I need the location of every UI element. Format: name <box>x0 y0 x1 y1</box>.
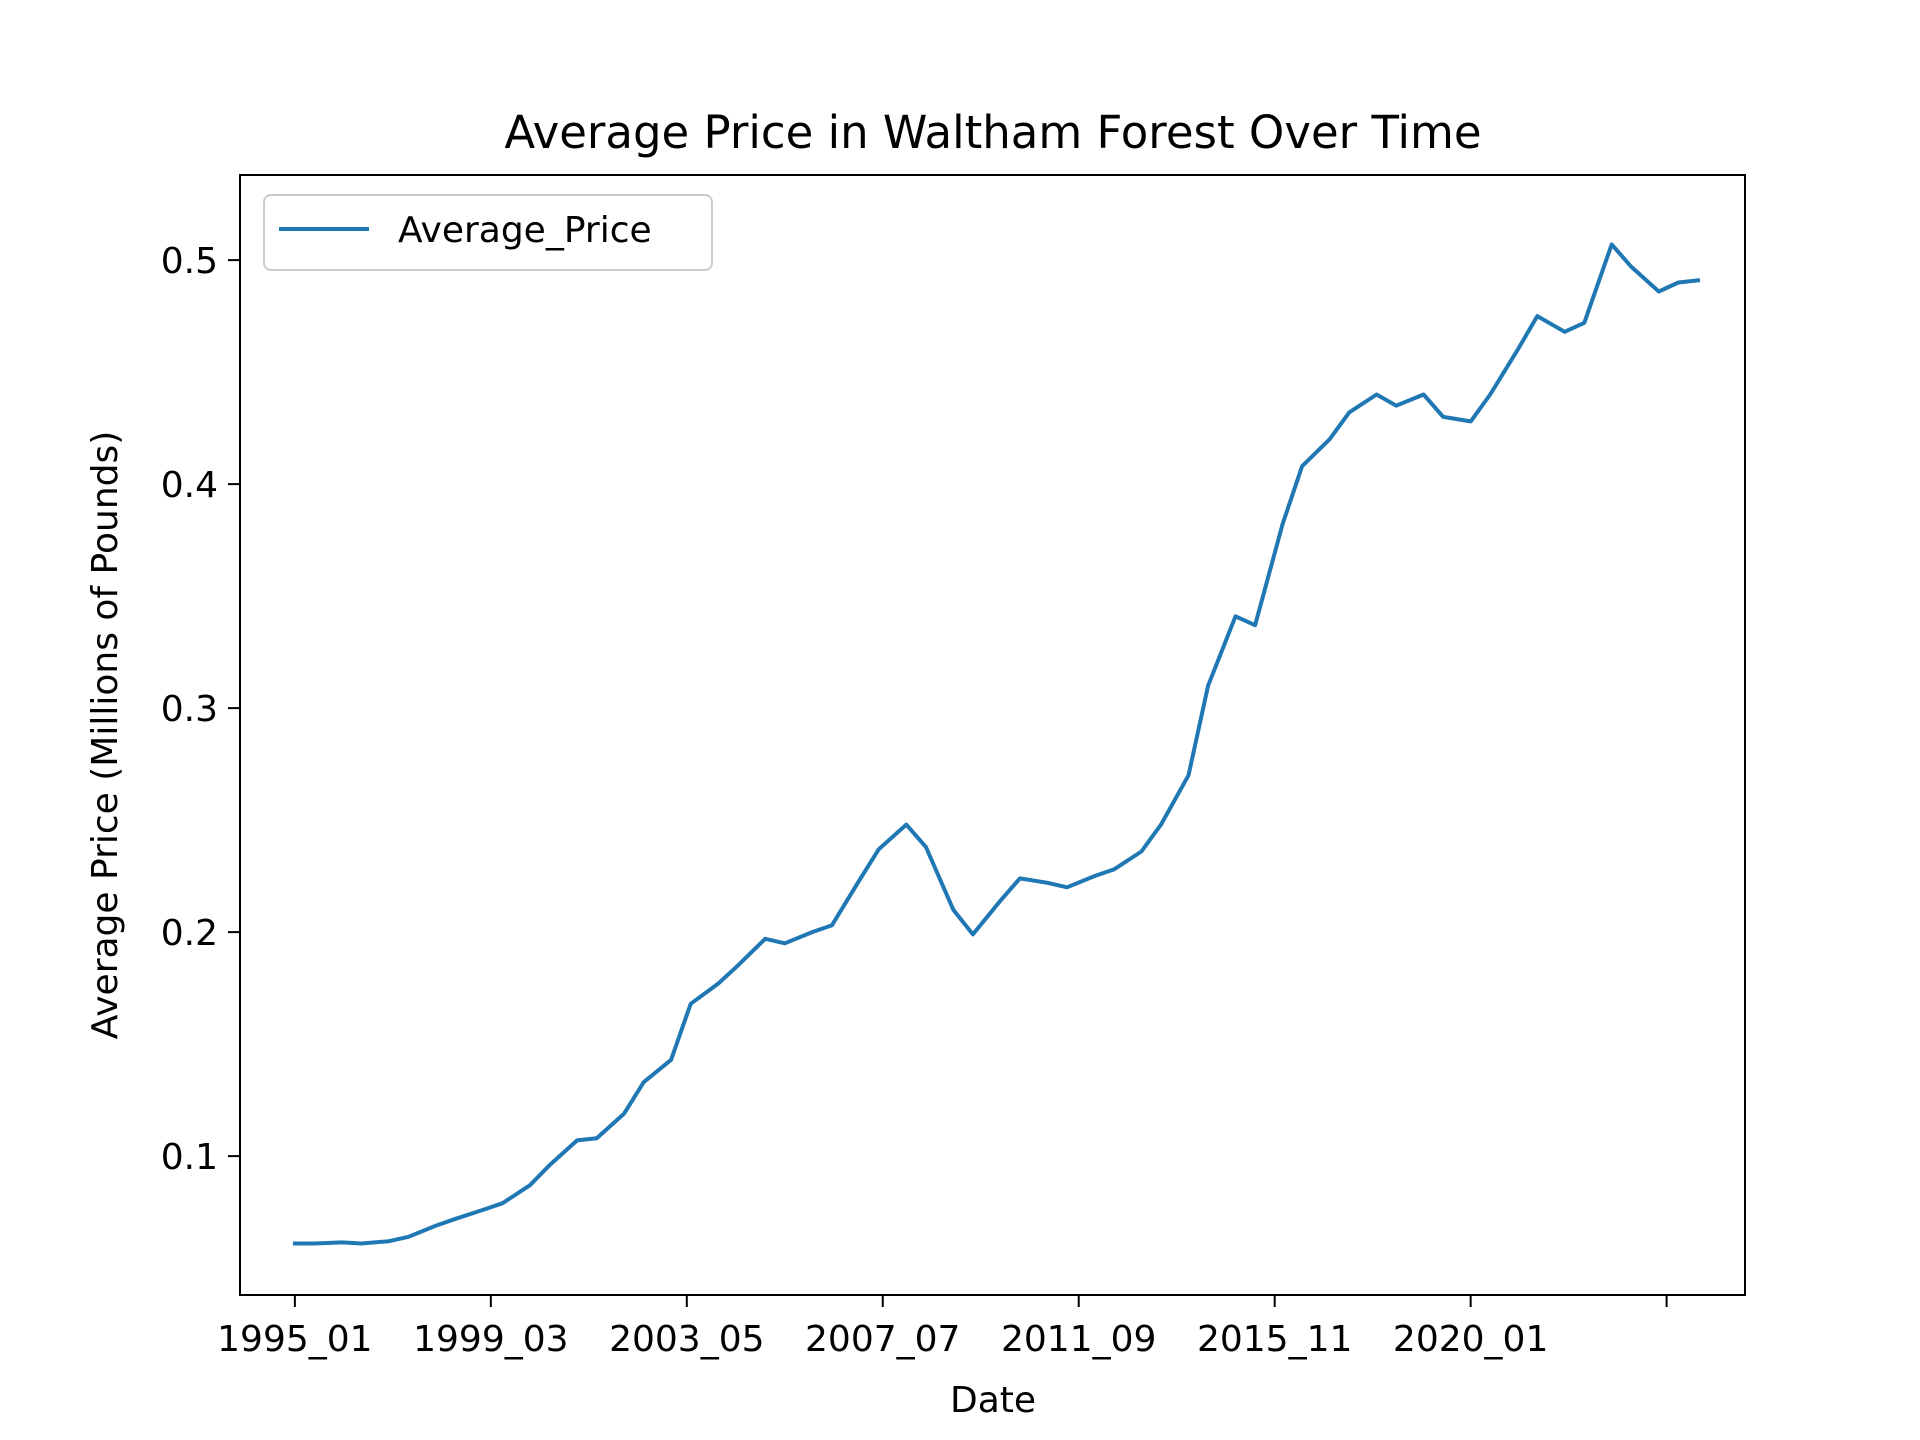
x-tick-label: 2003_05 <box>609 1319 764 1360</box>
chart-title: Average Price in Waltham Forest Over Tim… <box>504 106 1481 159</box>
series-layer <box>292 242 1701 1246</box>
x-tick-label: 2020_01 <box>1393 1319 1548 1360</box>
legend: Average_Price <box>263 194 713 271</box>
legend-box <box>263 194 713 271</box>
x-tick-label: 2011_09 <box>1001 1319 1156 1360</box>
x-axis: 1995_01 1999_03 2003_05 2007_07 2011_09 2015_… <box>217 1295 1668 1360</box>
y-tick-label: 0.4 <box>161 465 218 506</box>
y-axis: 0.1 0.2 0.3 0.4 0.5 <box>161 241 240 1178</box>
x-tick-label: 2007_07 <box>805 1319 960 1360</box>
y-tick-label: 0.3 <box>161 689 218 730</box>
y-tick-label: 0.5 <box>161 241 218 282</box>
x-tick-label: 1999_03 <box>413 1319 568 1360</box>
plot-background <box>240 175 1745 1295</box>
y-tick-label: 0.2 <box>161 913 218 954</box>
series-line-average-price <box>292 242 1701 1246</box>
y-tick-label: 0.1 <box>161 1137 218 1178</box>
legend-label-average-price: Average_Price <box>398 210 652 251</box>
x-tick-label: 2015_11 <box>1197 1319 1352 1360</box>
y-axis-label: Average Price (Millions of Pounds) <box>85 431 126 1040</box>
plot-area <box>239 174 1746 1296</box>
x-tick-label: 1995_01 <box>217 1319 372 1360</box>
x-axis-label: Date <box>950 1380 1036 1421</box>
plot-frame <box>239 174 1746 1296</box>
